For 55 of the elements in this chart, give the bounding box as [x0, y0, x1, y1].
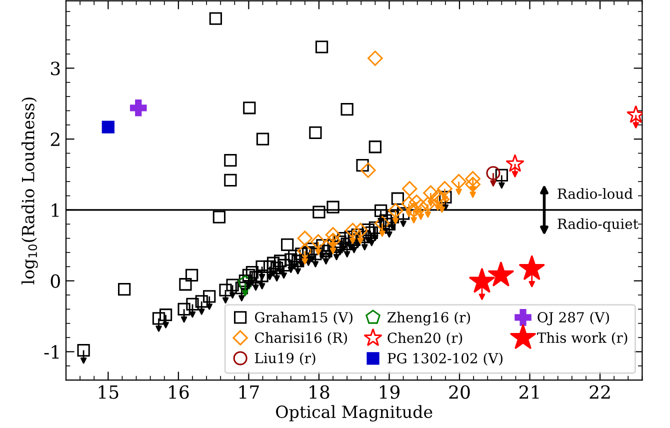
x-tick-label: 18 — [310, 385, 330, 399]
x-tick-label: 16 — [169, 385, 189, 399]
annotation: Radio-loud — [558, 188, 633, 199]
point — [297, 243, 313, 259]
y-tick-label: 1 — [52, 203, 59, 217]
point — [451, 174, 466, 190]
point — [102, 120, 114, 134]
point — [468, 268, 496, 293]
annotation: Radio-quiet — [558, 218, 638, 232]
point — [130, 99, 147, 116]
point — [368, 50, 383, 66]
point — [297, 230, 313, 246]
legend-label: Chen20 (r) — [388, 332, 462, 346]
point — [486, 166, 500, 180]
x-tick-label: 22 — [590, 385, 610, 399]
point — [413, 198, 428, 214]
point — [465, 176, 480, 192]
legend-label: Graham15 (V) — [254, 312, 352, 324]
y-tick-label: -1 — [44, 345, 59, 359]
point — [402, 181, 418, 196]
point — [401, 196, 417, 212]
x-tick-label: 21 — [520, 385, 539, 399]
point — [352, 222, 368, 238]
point — [626, 105, 642, 124]
x-tick-label: 19 — [380, 385, 400, 399]
point — [420, 196, 436, 212]
point — [518, 254, 546, 280]
x-tick-label: 17 — [239, 385, 259, 399]
y-tick-label: 3 — [51, 62, 60, 76]
y-tick-label: 2 — [50, 132, 60, 146]
y-tick-label: 0 — [50, 274, 60, 288]
point — [506, 154, 524, 172]
point — [423, 185, 438, 201]
x-tick-label: 20 — [449, 385, 470, 399]
point — [434, 192, 450, 207]
point — [310, 234, 326, 250]
legend-label: PG 1302-102 (V) — [388, 352, 502, 366]
point — [374, 216, 390, 232]
point — [388, 203, 404, 218]
point — [437, 181, 452, 196]
legend-label: Zheng16 (r) — [388, 312, 470, 326]
point — [488, 261, 514, 287]
point — [325, 232, 341, 248]
point — [360, 162, 376, 178]
point — [345, 222, 360, 238]
legend-label: Charisi16 (R) — [254, 332, 347, 345]
legend-label: OJ 287 (V) — [538, 312, 609, 326]
legend-label: This work (r) — [537, 332, 628, 345]
x-tick-label: 15 — [98, 385, 118, 399]
point — [465, 171, 480, 186]
x-axis-title: Optical Magnitude — [276, 405, 432, 422]
y-axis-title: log$_{10}$(Radio Loudness) — [21, 98, 38, 284]
point — [408, 194, 424, 210]
point — [325, 227, 341, 242]
legend-label: Liu19 (r) — [254, 352, 316, 366]
